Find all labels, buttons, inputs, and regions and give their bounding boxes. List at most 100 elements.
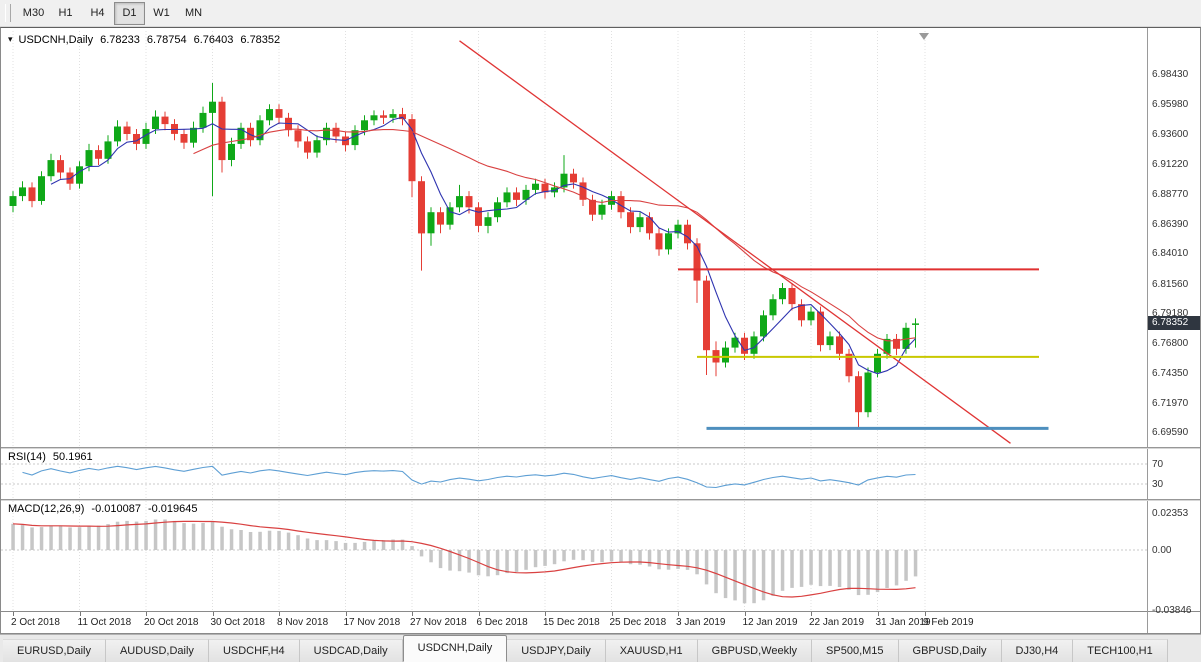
date-label: 25 Dec 2018: [609, 617, 667, 628]
macd-pane-canvas[interactable]: [1, 501, 1147, 611]
candle-body: [703, 280, 710, 351]
date-label: 6 Dec 2018: [476, 617, 528, 628]
macd-bar: [761, 550, 766, 601]
macd-bar: [590, 550, 595, 562]
macd-bar: [115, 521, 120, 551]
main-chart-canvas[interactable]: [1, 31, 1147, 447]
macd-bar: [704, 550, 709, 585]
price-axis-label: 6.91220: [1152, 158, 1189, 170]
macd-bar: [609, 550, 614, 562]
chart-tab-dj30-h4[interactable]: DJ30,H4: [1001, 639, 1074, 662]
price-axis-label: 6.88770: [1152, 188, 1189, 200]
candle-body: [722, 347, 729, 363]
candle-body: [209, 101, 216, 113]
rsi-line: [22, 465, 916, 489]
time-axis-tick: [146, 612, 147, 616]
candle-body: [598, 204, 606, 215]
macd-histogram: [11, 519, 918, 604]
candle-body: [845, 353, 853, 377]
candle-body: [76, 166, 83, 184]
candle-body: [142, 129, 150, 144]
pane-divider[interactable]: [1, 499, 1200, 501]
rsi-pane-canvas[interactable]: [1, 449, 1147, 499]
macd-bar: [144, 520, 148, 550]
ma-slow-line: [193, 128, 916, 342]
macd-bar: [362, 541, 367, 550]
candle-body: [28, 187, 36, 202]
timeframe-button-h1[interactable]: H1: [58, 7, 73, 19]
timeframe-button-d1[interactable]: D1: [114, 1, 145, 25]
candle-body: [826, 336, 834, 346]
chart-tab-gbpusd-daily[interactable]: GBPUSD,Daily: [898, 639, 1002, 662]
time-axis[interactable]: 2 Oct 2018 11 Oct 2018 20 Oct 2018 30 Oct 2…: [1, 612, 1200, 633]
candle-body: [427, 212, 435, 234]
chart-tab-audusd-daily[interactable]: AUDUSD,Daily: [105, 639, 209, 662]
macd-bar: [277, 530, 281, 550]
candle-body: [798, 304, 805, 321]
candle-body: [807, 311, 815, 321]
macd-bar: [229, 529, 234, 550]
candle-body: [275, 109, 283, 118]
macd-bar: [248, 532, 253, 550]
candle-body: [408, 119, 416, 182]
date-label: 8 Nov 2018: [277, 617, 329, 628]
macd-bar: [714, 550, 718, 594]
chart-tab-eurusd-daily[interactable]: EURUSD,Daily: [3, 639, 106, 662]
candle-body: [836, 336, 843, 354]
timeframe-button-w1[interactable]: W1: [153, 7, 170, 19]
macd-bar: [647, 550, 652, 567]
chart-tab-usdcnh-daily[interactable]: USDCNH,Daily: [402, 635, 508, 662]
macd-bar: [676, 550, 680, 569]
chart-tab-xauusd-h1[interactable]: XAUUSD,H1: [605, 639, 698, 662]
timeframe-button-mn[interactable]: MN: [184, 7, 203, 19]
macd-bar: [514, 550, 519, 572]
chart-tab-usdchf-h4[interactable]: USDCHF,H4: [208, 639, 300, 662]
candle-body: [418, 181, 425, 234]
time-axis-border: [1, 611, 1200, 612]
macd-bar: [894, 550, 899, 586]
macd-bar: [856, 550, 861, 596]
macd-bar: [657, 550, 661, 570]
candle-body: [256, 120, 264, 141]
macd-bar: [267, 530, 272, 551]
macd-bar: [381, 540, 386, 550]
candle-body: [152, 116, 159, 129]
macd-bar: [809, 550, 813, 585]
macd-bar: [638, 550, 642, 565]
macd-bar: [87, 525, 91, 550]
macd-bar: [790, 550, 794, 588]
macd-bar: [410, 546, 414, 551]
candle-body: [589, 199, 596, 215]
macd-bar: [552, 550, 557, 565]
chart-tab-tech100-h1[interactable]: TECH100,H1: [1073, 639, 1168, 662]
candle-body: [513, 192, 520, 200]
macd-bar: [486, 550, 490, 577]
macd-bar: [39, 527, 44, 550]
macd-bar: [305, 538, 310, 550]
pane-divider[interactable]: [1, 447, 1200, 449]
candle-body: [636, 217, 644, 228]
timeframe-toolbar: M30 H1 H4 D1 W1 MN: [0, 0, 1201, 27]
chart-tab-usdcad-daily[interactable]: USDCAD,Daily: [299, 639, 403, 662]
macd-bar: [286, 532, 291, 551]
macd-bar: [818, 550, 823, 587]
macd-bar: [11, 523, 15, 550]
timeframe-button-h4[interactable]: H4: [90, 7, 105, 19]
candle-body: [370, 115, 378, 121]
macd-bar: [457, 550, 462, 572]
time-axis-tick: [811, 612, 812, 616]
candle-body: [228, 143, 235, 160]
descending-trendline[interactable]: [459, 40, 1011, 444]
toolbar-drag-handle[interactable]: [5, 4, 11, 22]
chart-tab-sp500-m15[interactable]: SP500,M15: [812, 639, 899, 662]
candle-body: [741, 337, 748, 354]
price-axis[interactable]: 6.98430 6.95980 6.93600 6.91220 6.88770 6.863…: [1148, 28, 1200, 633]
chart-tab-gbpusd-weekly[interactable]: GBPUSD,Weekly: [697, 639, 813, 662]
candle-body: [104, 141, 112, 159]
macd-bar: [695, 550, 699, 575]
candle-body: [446, 207, 454, 225]
macd-bar: [210, 521, 215, 550]
timeframe-button-m30[interactable]: M30: [22, 7, 45, 19]
chart-tab-usdjpy-daily[interactable]: USDJPY,Daily: [507, 639, 606, 662]
chart-tab-bar: EURUSD,Daily AUDUSD,Daily USDCHF,H4 USDCAD,…: [0, 634, 1201, 662]
